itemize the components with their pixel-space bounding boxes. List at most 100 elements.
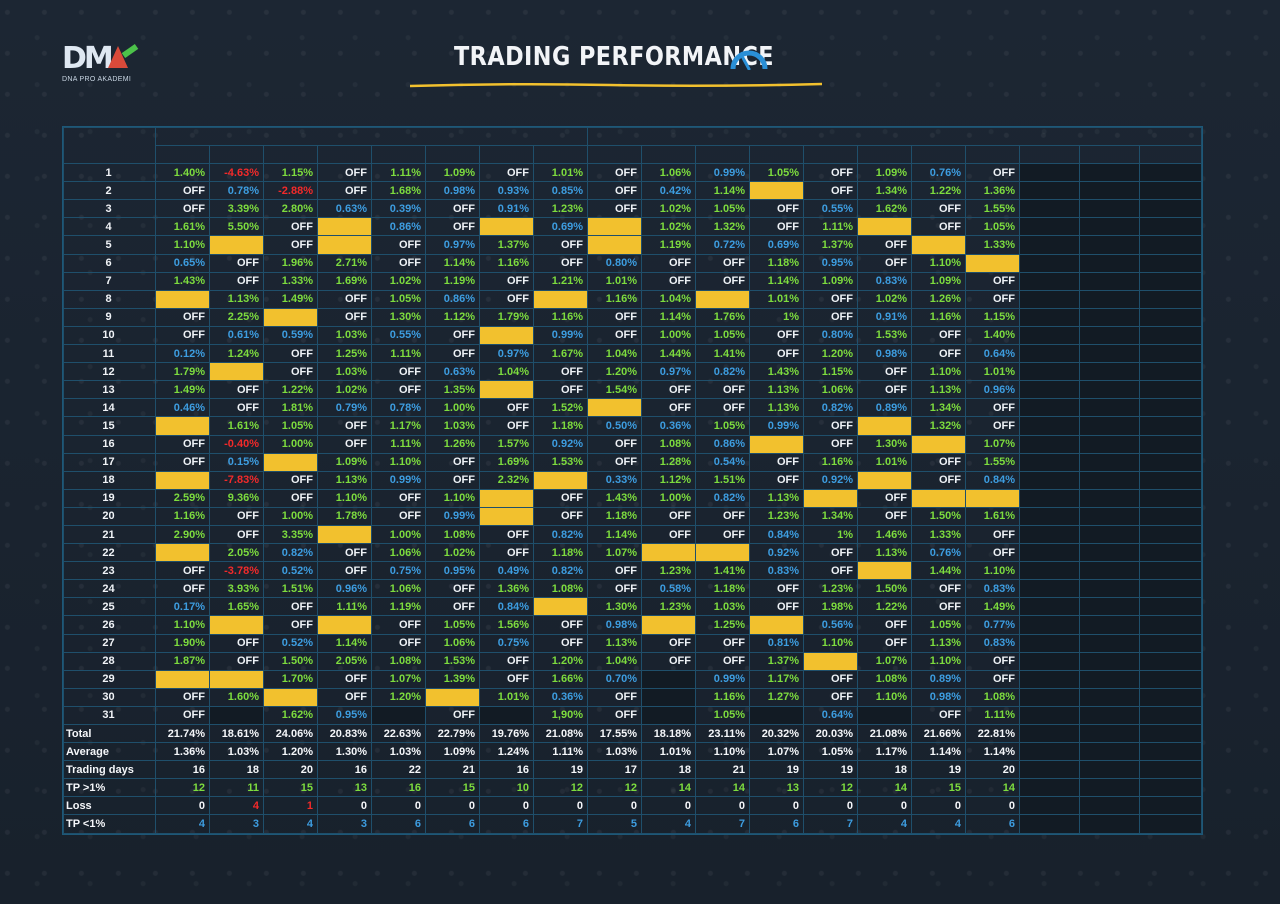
result-cell: 1.24% <box>209 344 264 364</box>
result-cell: OFF <box>371 633 426 653</box>
result-cell: 1.32% <box>695 217 750 237</box>
result-cell: 0.93% <box>479 181 534 201</box>
result-cell: 0.76% <box>911 543 966 563</box>
result-cell: 1.23% <box>749 506 804 526</box>
day-number: 20 <box>63 506 156 526</box>
result-cell: OFF <box>425 705 480 726</box>
empty-cell <box>1019 543 1080 563</box>
result-cell: 0.99% <box>371 470 426 490</box>
summary-value: 3 <box>317 814 372 834</box>
result-cell: 1.43% <box>749 362 804 382</box>
table-row: 28 1.87% OFF 1.50% 2.05% 1.08% 1.53% OFF 1.20% 1.… <box>63 651 1202 671</box>
result-cell: 1.27% <box>749 687 804 707</box>
result-cell: OFF <box>425 579 480 599</box>
result-cell: 1.00% <box>263 506 318 526</box>
summary-value: 11 <box>209 778 264 798</box>
result-cell: OFF <box>317 561 372 581</box>
result-cell: OFF <box>317 687 372 707</box>
empty-cell <box>1079 416 1140 436</box>
result-cell: 1.08% <box>965 687 1020 707</box>
result-cell: 1.15% <box>263 163 318 183</box>
result-cell: OFF <box>641 651 696 671</box>
holiday-cell <box>479 506 534 526</box>
result-cell: 0.78% <box>209 181 264 201</box>
result-cell: OFF <box>965 289 1020 309</box>
result-cell: OFF <box>803 434 858 454</box>
empty-cell <box>1139 344 1202 364</box>
empty-cell <box>1139 163 1202 183</box>
result-cell: OFF <box>155 561 210 581</box>
result-cell: 1.06% <box>641 163 696 183</box>
table-row: 10 OFF 0.61% 0.59% 1.03% 0.55% OFF 0.99% OFF 1.00… <box>63 325 1202 346</box>
result-cell: 1.04% <box>641 289 696 309</box>
empty-cell <box>1019 814 1080 834</box>
summary-label: Total <box>63 723 156 744</box>
result-cell: OFF <box>965 271 1020 291</box>
table-row: 5 1.10% OFF OFF 0.97% 1.37% OFF 1.19% 0.72% 0.69%… <box>63 235 1202 255</box>
result-cell: 0.55% <box>803 199 858 219</box>
empty-cell <box>1019 434 1080 454</box>
empty-cell <box>1079 705 1140 726</box>
result-cell: OFF <box>209 524 264 545</box>
result-cell: 1.55% <box>965 452 1020 472</box>
summary-label: Average <box>63 742 156 762</box>
summary-value: 17.55% <box>587 723 642 744</box>
empty-cell <box>1139 452 1202 472</box>
month-header <box>965 144 1020 165</box>
result-cell: OFF <box>155 325 210 346</box>
month-header <box>695 144 750 165</box>
result-cell: OFF <box>587 163 642 183</box>
holiday-cell <box>911 488 966 508</box>
summary-value: 12 <box>155 778 210 798</box>
holiday-cell <box>533 470 588 490</box>
empty-cell <box>1139 199 1202 219</box>
result-cell: 1.07% <box>371 669 426 689</box>
empty-cell <box>1079 217 1140 237</box>
result-cell: 1.61% <box>155 217 210 237</box>
result-cell: 0.99% <box>533 325 588 346</box>
result-cell: OFF <box>155 452 210 472</box>
result-cell: 0.86% <box>695 434 750 454</box>
result-cell: OFF <box>479 416 534 436</box>
holiday-cell <box>479 380 534 400</box>
result-cell: OFF <box>965 543 1020 563</box>
empty-cell <box>641 669 696 689</box>
result-cell: 1.14% <box>641 307 696 327</box>
result-cell: 1.55% <box>965 199 1020 219</box>
result-cell: OFF <box>371 506 426 526</box>
result-cell: 1.07% <box>965 434 1020 454</box>
summary-value: 0 <box>479 796 534 816</box>
result-cell: 0.82% <box>533 561 588 581</box>
holiday-cell <box>587 235 642 255</box>
result-cell: 1.00% <box>263 434 318 454</box>
summary-value: 13 <box>749 778 804 798</box>
summary-value: 12 <box>803 778 858 798</box>
result-cell: 1.05% <box>371 289 426 309</box>
result-cell: 1.61% <box>965 506 1020 526</box>
result-cell: 1.81% <box>263 398 318 418</box>
table-row: 4 1.61% 5.50% OFF 0.86% OFF 0.69% 1.02% 1.32% OFF… <box>63 217 1202 237</box>
empty-cell <box>641 687 696 707</box>
result-cell: 1.54% <box>587 380 642 400</box>
result-cell: 1.51% <box>263 579 318 599</box>
summary-value: 1.03% <box>371 742 426 762</box>
result-cell: 1.19% <box>641 235 696 255</box>
day-number: 31 <box>63 705 156 726</box>
empty-cell <box>1079 814 1140 834</box>
result-cell: OFF <box>479 524 534 545</box>
result-cell: 1.30% <box>857 434 912 454</box>
result-cell: 1.05% <box>749 163 804 183</box>
summary-value: 5 <box>587 814 642 834</box>
result-cell: OFF <box>803 307 858 327</box>
summary-value: 1.05% <box>803 742 858 762</box>
summary-value: 1.36% <box>155 742 210 762</box>
result-cell: OFF <box>749 344 804 364</box>
summary-value: 14 <box>695 778 750 798</box>
empty-cell <box>1019 452 1080 472</box>
result-cell: OFF <box>479 289 534 309</box>
result-cell: 1.09% <box>803 271 858 291</box>
summary-value: 14 <box>965 778 1020 798</box>
empty-cell <box>1019 235 1080 255</box>
holiday-cell <box>803 488 858 508</box>
result-cell: 1,90% <box>533 705 588 726</box>
